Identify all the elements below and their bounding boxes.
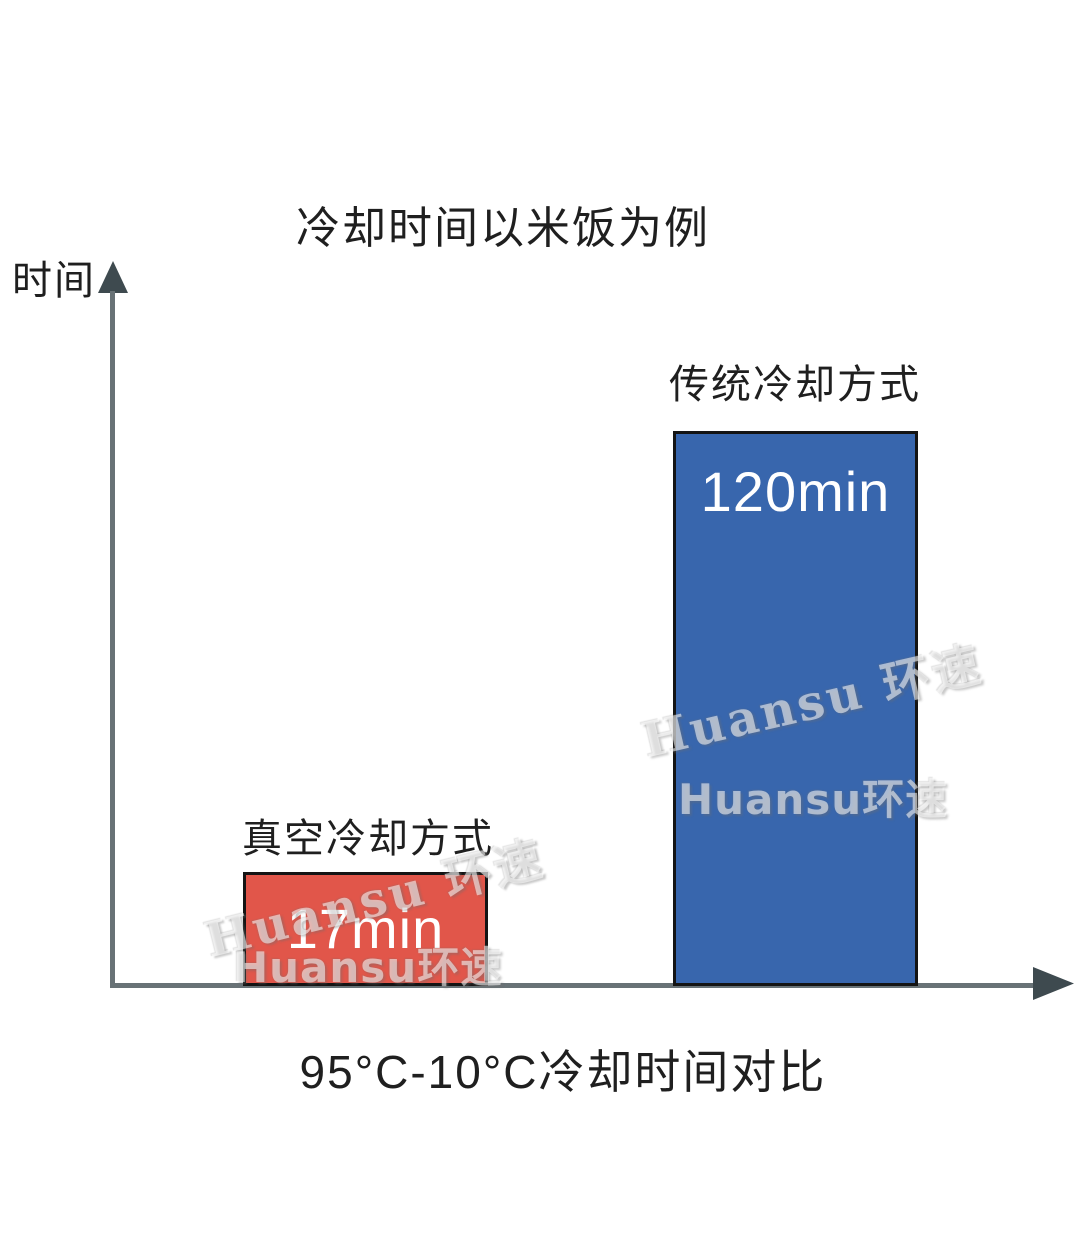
x-axis-caption: 95°C-10°C冷却时间对比 xyxy=(299,1046,827,1098)
bar-value-traditional-cooling: 120min xyxy=(700,460,891,523)
bar-vacuum-cooling: 17min xyxy=(243,872,488,986)
y-axis-label: 时间 xyxy=(12,259,96,303)
y-axis-line xyxy=(110,291,115,988)
chart-title: 冷却时间以米饭为例 xyxy=(296,204,710,253)
bar-label-traditional-cooling: 传统冷却方式 xyxy=(669,363,921,407)
y-axis-arrow-icon xyxy=(98,261,128,293)
bar-label-vacuum-cooling: 真空冷却方式 xyxy=(242,817,494,861)
x-axis-arrow-icon xyxy=(1033,967,1074,1000)
bar-value-vacuum-cooling: 17min xyxy=(286,896,445,960)
x-axis-line xyxy=(110,983,1036,988)
bar-traditional-cooling: 120min xyxy=(673,431,918,986)
